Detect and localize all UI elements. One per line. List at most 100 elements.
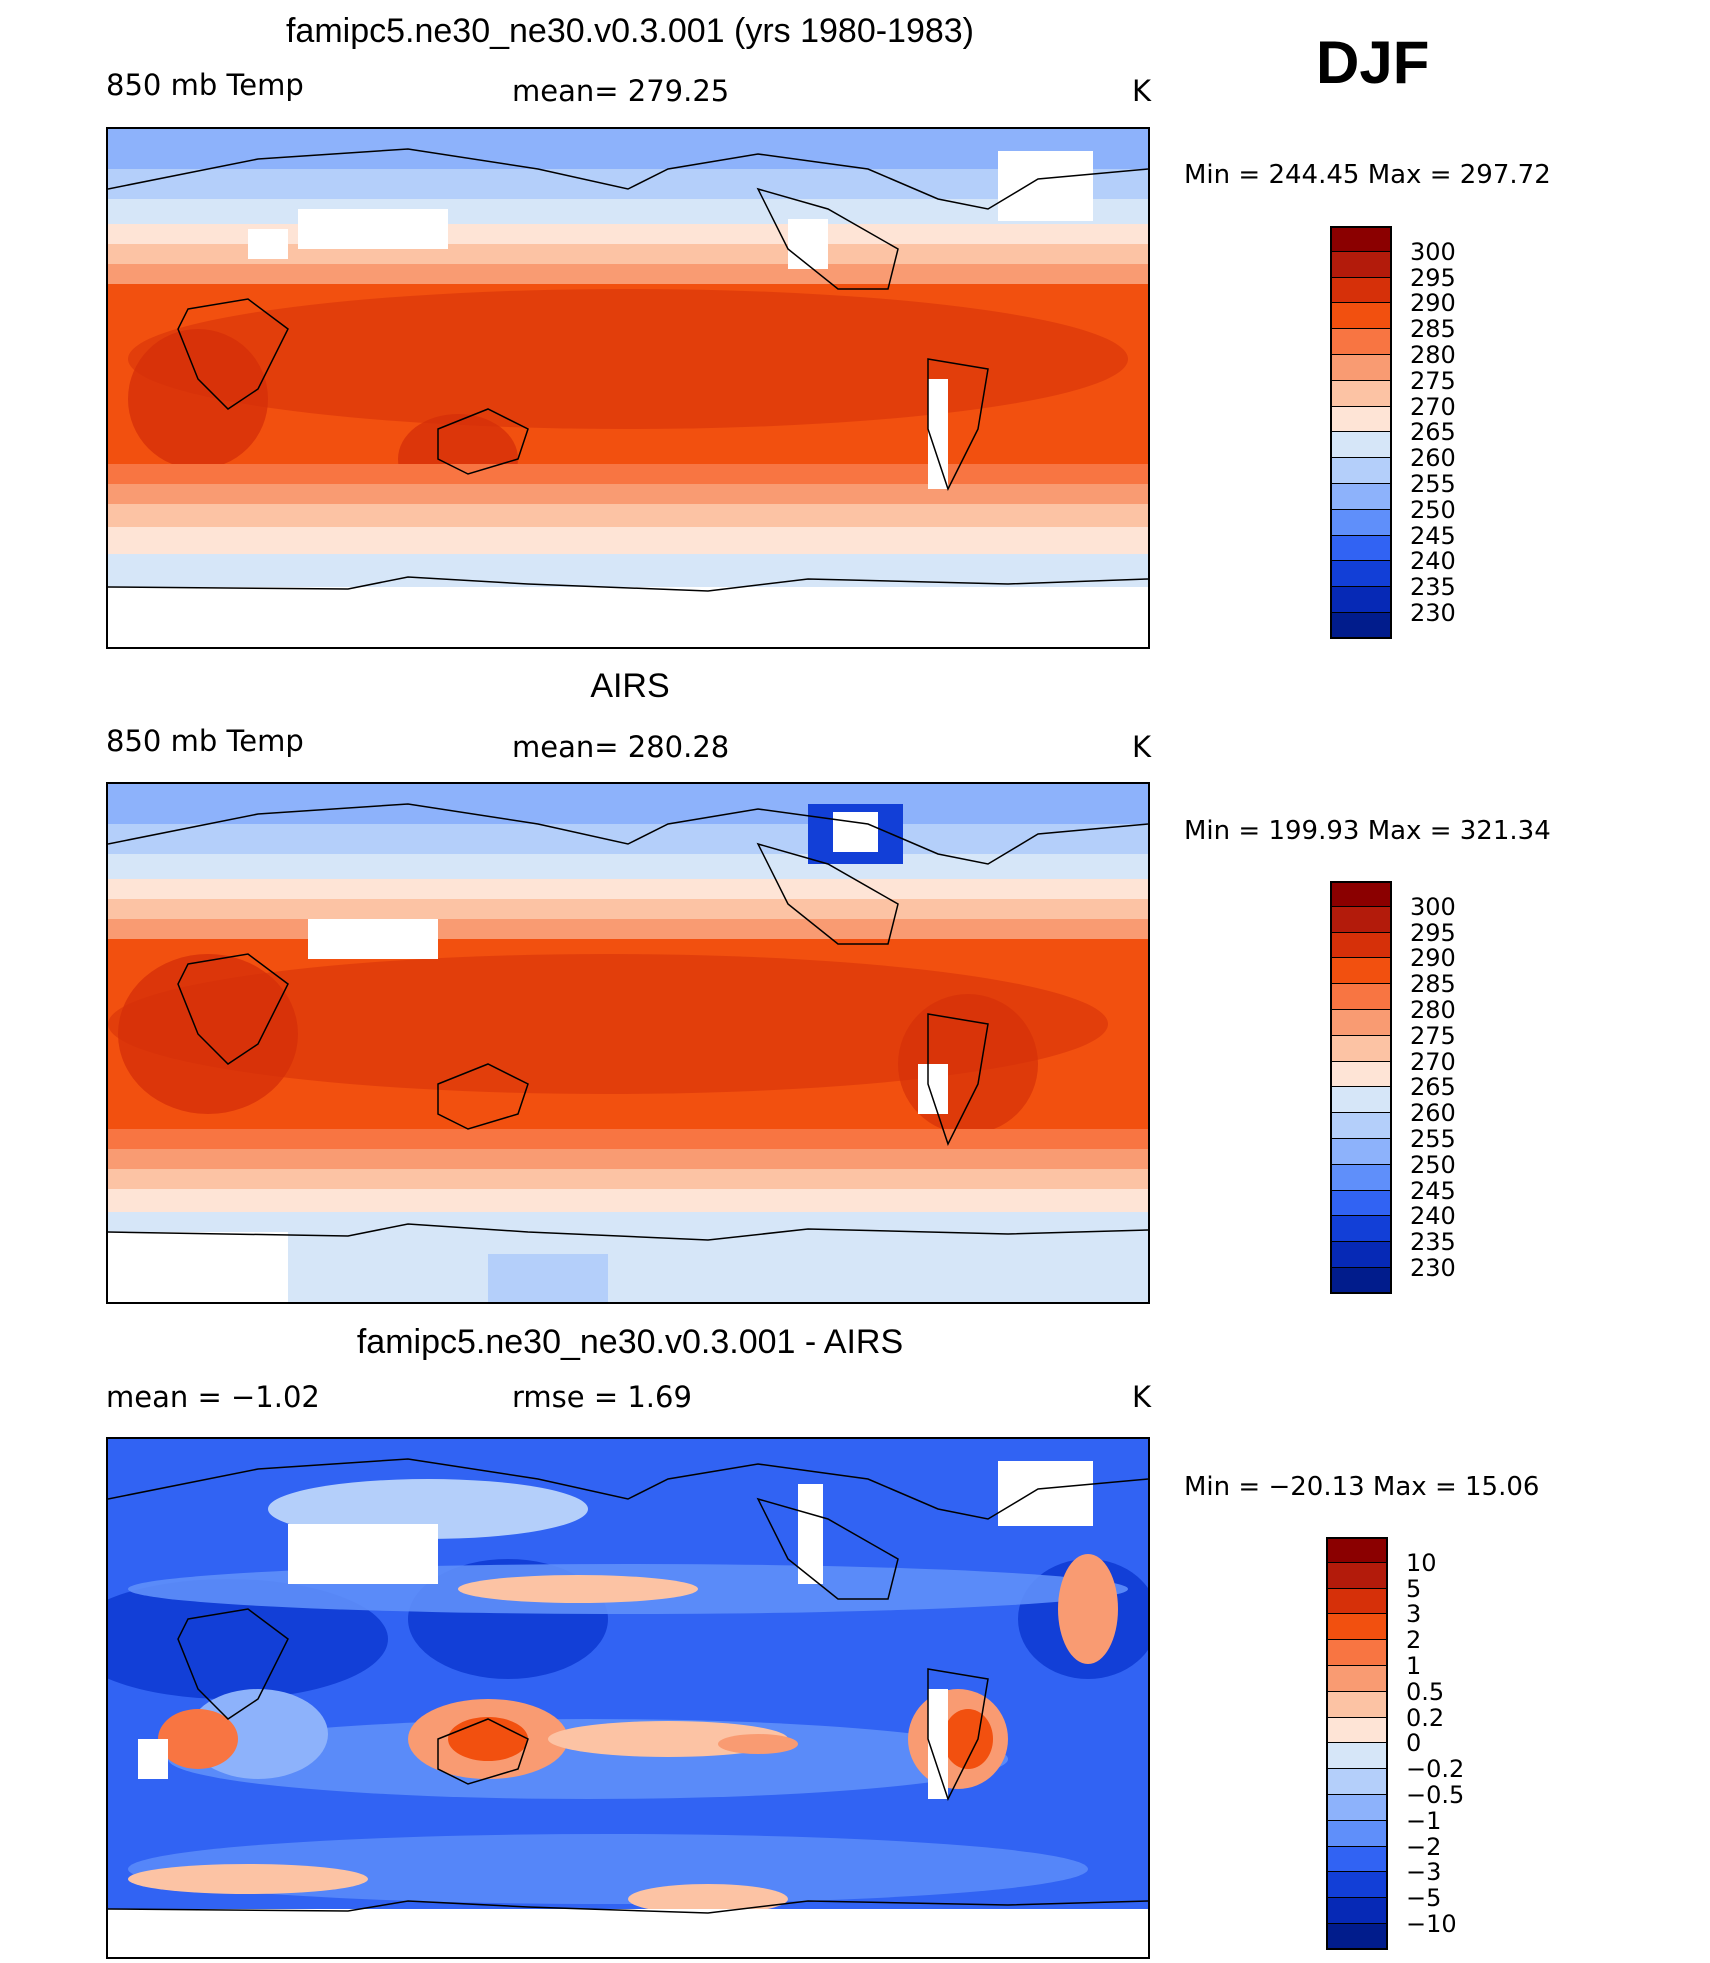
colorbar-box (1330, 906, 1392, 933)
panel-mean-obs: mean= 280.28 (512, 730, 730, 764)
colorbar-box (1326, 1743, 1388, 1770)
colorbar-box (1326, 1537, 1388, 1563)
colorbar-tick-label: 2 (1406, 1626, 1422, 1655)
colorbar-tick-label: 235 (1410, 1228, 1456, 1257)
colorbar-box (1330, 1216, 1392, 1243)
map-panel-obs (106, 782, 1150, 1304)
colorbar-tick-label: 260 (1410, 444, 1456, 473)
colorbar-box (1330, 1087, 1392, 1114)
colorbar-tick-label: 250 (1410, 495, 1456, 524)
colorbar-tick-label: 3 (1406, 1600, 1422, 1629)
colorbar-tick-label: 245 (1410, 1176, 1456, 1205)
colorbar-tick-label: 240 (1410, 1202, 1456, 1231)
colorbar-tick-label: 270 (1410, 1047, 1456, 1076)
panel-minmax-diff: Min = −20.13 Max = 15.06 (1184, 1472, 1540, 1502)
colorbar-tick-label: 0 (1406, 1729, 1422, 1758)
map-obs-field (108, 784, 1148, 1302)
panel-units-model: K (1132, 74, 1152, 108)
colorbar-box (1330, 380, 1392, 407)
colorbar-box (1326, 1820, 1388, 1847)
colorbar-tick-label: 1 (1406, 1652, 1422, 1680)
colorbar-tick-label: −1 (1406, 1806, 1442, 1835)
colorbar-tick-label: 290 (1410, 944, 1456, 973)
colorbar-box (1330, 1113, 1392, 1139)
colorbar-box (1326, 1898, 1388, 1924)
panel-mean-diff: mean = −1.02 (106, 1380, 320, 1414)
colorbar-box (1330, 277, 1392, 304)
season-label: DJF (1316, 29, 1430, 96)
colorbar-box (1330, 432, 1392, 459)
colorbar-tick-label: 275 (1410, 366, 1456, 395)
colorbar-tick-label: 230 (1410, 599, 1456, 627)
colorbar-box (1326, 1614, 1388, 1641)
colorbar-box (1326, 1562, 1388, 1589)
colorbar-box (1330, 303, 1392, 330)
map-model-field (108, 129, 1148, 647)
panel-mean-model: mean= 279.25 (512, 74, 730, 108)
panel-left-label-model: 850 mb Temp (106, 68, 304, 102)
colorbar-tick-label: 255 (1410, 1125, 1456, 1153)
colorbar-tick-label: −2 (1406, 1832, 1442, 1861)
colorbar-box (1330, 251, 1392, 278)
colorbar-box (1330, 458, 1392, 484)
colorbar-tick-label: 0.5 (1406, 1677, 1445, 1706)
colorbar-box (1330, 226, 1392, 252)
colorbar-box (1326, 1872, 1388, 1899)
panel-title-diff: famipc5.ne30_ne30.v0.3.001 - AIRS (356, 1323, 904, 1361)
colorbar-box (1330, 535, 1392, 562)
colorbar-box (1330, 406, 1392, 433)
colorbar-tick-label: 265 (1410, 418, 1456, 447)
colorbar-tick-label: 5 (1406, 1574, 1422, 1603)
colorbar-tick-label: 280 (1410, 996, 1456, 1024)
colorbar-tick-label: 260 (1410, 1099, 1456, 1128)
colorbar-tick-label: 275 (1410, 1021, 1456, 1050)
colorbar-tick-label: 245 (1410, 521, 1456, 550)
colorbar-box (1330, 1035, 1392, 1062)
panel-units-diff: K (1132, 1380, 1152, 1414)
panel-rmse-diff: rmse = 1.69 (512, 1380, 692, 1414)
colorbar-tick-label: 295 (1410, 263, 1456, 292)
colorbar-box (1330, 1164, 1392, 1191)
colorbar-tick-label: −0.2 (1406, 1755, 1465, 1784)
colorbar-box (1330, 1010, 1392, 1036)
colorbar-box (1330, 1190, 1392, 1217)
colorbar-box (1326, 1717, 1388, 1744)
colorbar-box (1330, 355, 1392, 381)
colorbar-tick-label: −10 (1406, 1910, 1457, 1938)
colorbar-box (1330, 932, 1392, 959)
colorbar-box (1326, 1588, 1388, 1615)
panel-minmax-obs: Min = 199.93 Max = 321.34 (1184, 816, 1551, 846)
colorbar-tick-label: 290 (1410, 289, 1456, 318)
colorbar-tick-label: 280 (1410, 341, 1456, 369)
colorbar-tick-label: 285 (1410, 315, 1456, 344)
colorbar-tick-label: 250 (1410, 1150, 1456, 1179)
colorbar-box (1326, 1795, 1388, 1821)
colorbar-box (1326, 1846, 1388, 1873)
map-panel-model (106, 127, 1150, 649)
colorbar-tick-label: 300 (1410, 237, 1456, 266)
colorbar-tick-label: −3 (1406, 1858, 1442, 1887)
colorbar-box (1326, 1666, 1388, 1692)
map-panel-diff (106, 1437, 1150, 1959)
colorbar-box (1326, 1691, 1388, 1718)
colorbar-tick-label: 0.2 (1406, 1703, 1445, 1732)
colorbar-box (1330, 1139, 1392, 1165)
panel-left-label-obs: 850 mb Temp (106, 724, 304, 758)
colorbar-tick-label: 295 (1410, 918, 1456, 947)
colorbar-tick-label: −0.5 (1406, 1781, 1465, 1809)
panel-minmax-model: Min = 244.45 Max = 297.72 (1184, 160, 1551, 190)
colorbar-box (1330, 1242, 1392, 1268)
colorbar-box (1326, 1640, 1388, 1666)
map-diff-field (108, 1439, 1148, 1957)
colorbar-box (1330, 561, 1392, 588)
colorbar-box (1330, 984, 1392, 1010)
panel-title-model: famipc5.ne30_ne30.v0.3.001 (yrs 1980-198… (285, 12, 975, 50)
colorbar-frame (1330, 226, 1392, 639)
colorbar-frame (1326, 1537, 1388, 1950)
colorbar-box (1326, 1769, 1388, 1795)
colorbar-tick-label: 235 (1410, 573, 1456, 602)
colorbar-tick-label: 255 (1410, 470, 1456, 498)
colorbar-box (1330, 509, 1392, 536)
colorbar-tick-label: 10 (1406, 1548, 1437, 1577)
panel-units-obs: K (1132, 730, 1152, 764)
